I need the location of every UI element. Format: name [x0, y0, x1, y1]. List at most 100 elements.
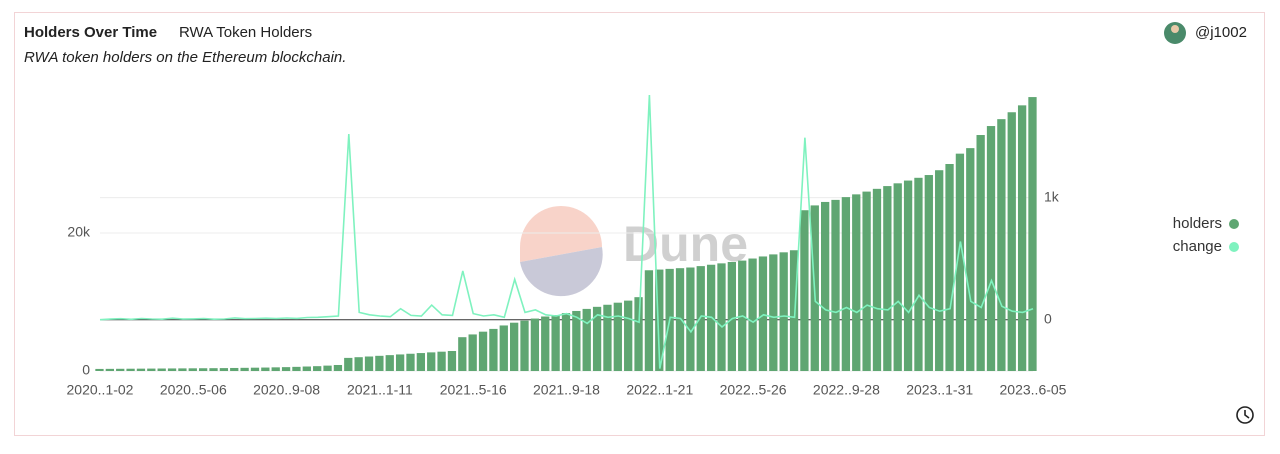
bar [924, 175, 933, 371]
bar [313, 366, 322, 371]
y2-tick-label: 0 [1044, 310, 1052, 326]
bar [395, 354, 405, 371]
x-tick-label: 2022..9-28 [813, 382, 880, 398]
bar [727, 261, 736, 371]
title: Holders Over Time [24, 24, 157, 41]
bar [105, 368, 114, 371]
bar [416, 353, 425, 371]
bar [541, 316, 550, 371]
bar [468, 334, 477, 371]
bar [561, 313, 571, 371]
x-tick-label: 2022..5-26 [720, 382, 787, 398]
watermark: Dune [520, 206, 748, 297]
legend-dot [1229, 219, 1239, 229]
bar [603, 304, 612, 371]
bar [893, 183, 902, 371]
bar [613, 302, 622, 371]
bar [862, 191, 871, 371]
bar [499, 325, 508, 371]
bar [116, 368, 125, 371]
x-tick-label: 2021..1-11 [347, 382, 413, 398]
bar [157, 368, 166, 371]
bar [489, 328, 498, 371]
clock-hands[interactable] [1244, 410, 1250, 419]
bar [281, 367, 291, 371]
bar [914, 177, 923, 371]
x-tick-label: 2020..5-06 [160, 382, 227, 398]
y-tick-label: 0 [82, 362, 90, 378]
bar [250, 367, 260, 371]
bar [530, 318, 540, 371]
bar [406, 353, 415, 371]
legend-dot [1229, 242, 1239, 252]
bar [872, 188, 882, 371]
x-tick-label: 2020..9-08 [253, 382, 320, 398]
bar [675, 268, 685, 371]
bar [427, 352, 436, 371]
bar [935, 170, 944, 371]
bar [230, 367, 239, 371]
bar [292, 366, 301, 371]
x-tick-label: 2021..5-16 [440, 382, 507, 398]
bar [883, 186, 892, 371]
bar [986, 126, 996, 371]
bar [624, 300, 633, 371]
bar [333, 364, 343, 371]
bar [769, 254, 778, 371]
bar [582, 308, 591, 371]
bar [437, 351, 446, 371]
legend-label: holders [1173, 215, 1222, 232]
bar [748, 258, 757, 371]
clock-icon[interactable] [1236, 406, 1254, 424]
bar [852, 194, 861, 371]
bar [520, 320, 529, 371]
bar [1017, 105, 1027, 371]
x-tick-label: 2022..1-21 [626, 382, 693, 398]
bar [209, 368, 218, 371]
x-tick-label: 2021..9-18 [533, 382, 600, 398]
bar [758, 256, 768, 371]
bar [478, 331, 488, 371]
bar [696, 266, 705, 371]
bar [966, 148, 975, 371]
bar [199, 368, 208, 371]
bar [95, 368, 104, 371]
line [99, 94, 1034, 369]
bar [188, 368, 197, 371]
bar [323, 365, 332, 371]
bar [178, 368, 187, 371]
x-tick-label: 2023..6-05 [1000, 382, 1067, 398]
bar [997, 119, 1006, 372]
clock-face[interactable] [1236, 406, 1254, 424]
bar [271, 367, 280, 371]
avatar-face [1171, 25, 1179, 33]
description: RWA token holders on the Ethereum blockc… [24, 49, 346, 66]
bar [551, 315, 560, 371]
bar [385, 355, 394, 371]
bar [1028, 97, 1037, 371]
bar [344, 357, 353, 371]
y2-tick-label: 1k [1044, 188, 1060, 204]
bar [686, 267, 695, 371]
bar [1007, 112, 1016, 371]
user[interactable]: @j1002 [1195, 24, 1247, 41]
x-tick-label: 2023..1-31 [906, 382, 973, 398]
bar [136, 368, 146, 371]
bar [976, 135, 985, 371]
bar [354, 357, 363, 371]
bar [219, 368, 229, 371]
bar [644, 270, 654, 371]
bar [800, 210, 809, 371]
watermark-top [520, 206, 602, 262]
bar [572, 310, 581, 371]
bar [364, 356, 374, 371]
legend-label: change [1173, 238, 1222, 255]
bar [779, 252, 788, 371]
bar [261, 367, 270, 371]
bar [841, 197, 851, 371]
bar [447, 350, 457, 371]
y-tick-label: 20k [67, 224, 91, 240]
bar [903, 180, 913, 371]
bar [147, 368, 156, 371]
